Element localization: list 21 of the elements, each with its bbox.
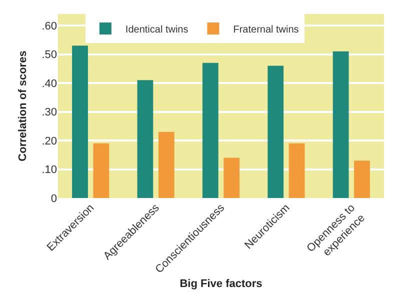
bar [93,143,110,198]
bar [268,66,284,198]
y-tick-label: .30 [42,106,57,119]
bar [354,160,370,198]
y-tick-label: .50 [42,49,57,62]
bar [137,80,154,198]
y-tick-label: .60 [42,20,57,32]
bar [72,46,88,198]
bar [224,158,240,198]
y-tick-label: .20 [42,135,57,148]
bar [332,51,349,198]
legend-label: Identical twins [125,24,188,36]
y-tick-label: 0 [50,192,57,205]
legend-label: Fraternal twins [233,24,299,36]
bar [202,62,218,198]
y-tick-label: .40 [42,78,57,90]
y-tick-label: .10 [42,164,57,176]
bar [288,143,305,198]
x-axis-title: Big Five factors [180,278,262,290]
y-axis-title: Correlation of scores [17,50,29,162]
bar [158,132,174,198]
